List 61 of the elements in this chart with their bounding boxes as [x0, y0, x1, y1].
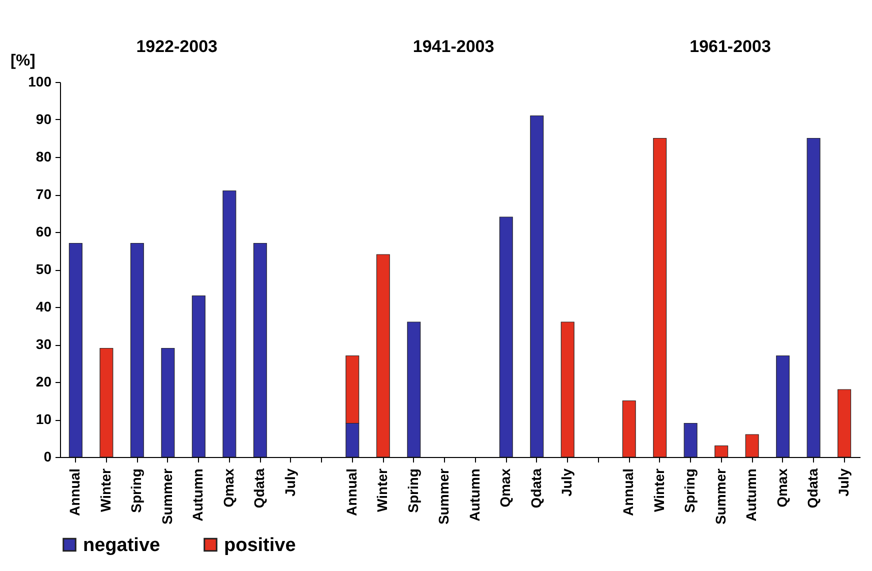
bar	[806, 138, 820, 458]
x-tick-label: July	[558, 468, 575, 497]
text: 1922-2003	[136, 37, 218, 56]
bar	[653, 138, 667, 458]
y-tick-label: 80	[36, 148, 52, 164]
bar	[714, 445, 728, 458]
y-tick-label: 90	[36, 111, 52, 127]
x-tick-label: Annual	[343, 468, 360, 516]
bar	[161, 348, 175, 458]
bar	[838, 389, 852, 458]
bar	[499, 216, 513, 458]
bar	[745, 434, 759, 458]
bar	[376, 254, 390, 458]
x-tick-label: Winter	[374, 468, 390, 512]
y-tick-label: 70	[36, 186, 52, 202]
bar	[622, 400, 636, 458]
x-tick-label: Spring	[128, 468, 144, 513]
y-tick-label: 100	[28, 74, 52, 90]
y-tick-label: 40	[36, 298, 52, 314]
x-tick-label: Autumn	[466, 468, 482, 522]
bar	[530, 115, 544, 458]
y-axis-title: [%]	[10, 52, 36, 70]
bar	[684, 422, 698, 458]
x-tick-label: Qdata	[251, 468, 268, 508]
bar	[253, 242, 267, 458]
x-tick-label: Qdata	[528, 468, 544, 508]
x-tick-label: Winter	[97, 468, 114, 512]
x-tick-label: Qmax	[497, 468, 514, 508]
x-tick-label: Spring	[682, 468, 698, 513]
x-tick-label: Annual	[66, 468, 83, 516]
text: 1941-2003	[412, 37, 494, 56]
bar	[68, 242, 82, 458]
bar	[222, 190, 236, 458]
text: 1961-2003	[690, 37, 771, 56]
legend-label: negative	[83, 534, 160, 556]
x-tick-label: Summer	[436, 468, 452, 525]
bar	[130, 242, 144, 458]
bar	[776, 355, 790, 458]
x-tick-label: Winter	[650, 468, 667, 512]
bar	[560, 322, 574, 458]
y-tick-label: 50	[36, 261, 52, 277]
y-tick-label: 10	[36, 411, 52, 427]
x-tick-label: Summer	[712, 468, 728, 525]
legend-label: positive	[224, 534, 296, 556]
y-tick-label: 0	[44, 448, 52, 464]
x-tick-label: Autumn	[190, 468, 206, 522]
x-tick-label: Annual	[620, 468, 636, 516]
bar	[192, 295, 206, 458]
y-tick-label: 30	[36, 336, 52, 352]
y-tick-label: 60	[36, 224, 52, 240]
y-tick-label: 20	[36, 374, 52, 390]
x-tick-label: July	[282, 468, 298, 497]
x-tick-label: Qmax	[220, 468, 236, 508]
x-tick-label: Spring	[404, 468, 421, 513]
x-tick-label: Summer	[158, 468, 175, 525]
x-tick-label: Autumn	[743, 468, 760, 522]
bar	[407, 322, 421, 458]
bar	[100, 348, 114, 458]
x-tick-label: Qmax	[774, 468, 790, 508]
x-tick-label: Qdata	[804, 468, 821, 508]
x-tick-label: July	[835, 468, 852, 497]
